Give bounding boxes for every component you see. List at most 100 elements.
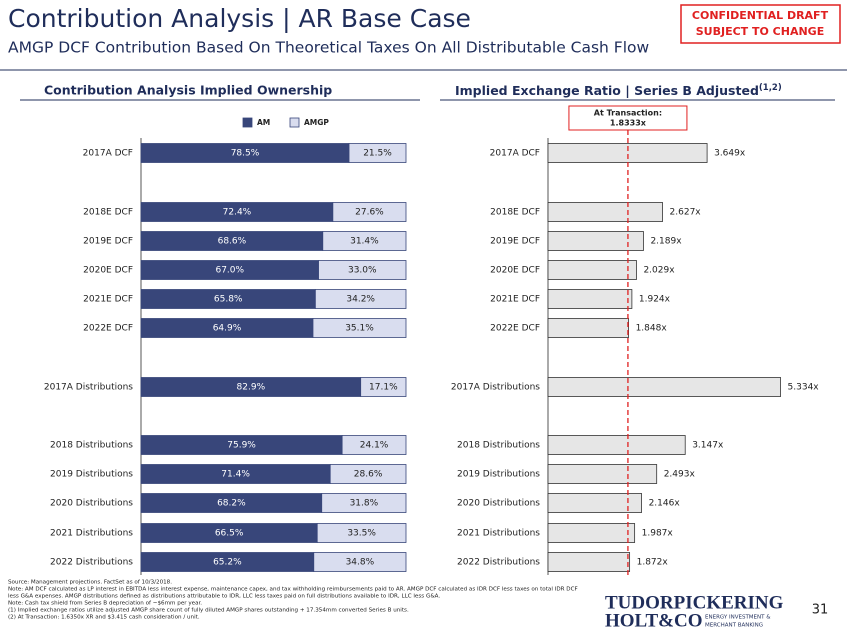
footnote: less G&A expenses. AMGP distributions de… bbox=[8, 594, 440, 600]
category-label: 2017A Distributions bbox=[44, 383, 133, 393]
category-label: 2018E DCF bbox=[490, 208, 540, 218]
bar-value-label: 28.6% bbox=[354, 470, 383, 480]
bar-value-label: 1.987x bbox=[642, 529, 674, 539]
bar-segment bbox=[329, 464, 407, 484]
logo-tag: MERCHANT BANKING bbox=[705, 623, 763, 629]
bar bbox=[547, 552, 631, 572]
chart-title: Implied Exchange Ratio | Series B Adjust… bbox=[455, 83, 782, 98]
bar-segment bbox=[360, 377, 407, 397]
chart-title: Contribution Analysis Implied Ownership bbox=[44, 83, 332, 98]
bar-segment bbox=[332, 202, 407, 222]
category-label: 2022 Distributions bbox=[50, 558, 133, 568]
confidential-text: CONFIDENTIAL DRAFT bbox=[692, 9, 829, 22]
footnote: Note: Cash tax shield from Series B depr… bbox=[8, 601, 202, 607]
footnote: (2) At Transaction: 1.6350x XR and $3.41… bbox=[8, 615, 200, 621]
category-label: 2020E DCF bbox=[83, 266, 133, 276]
bar-value-label: 1.848x bbox=[636, 324, 668, 334]
bar-segment bbox=[318, 260, 407, 280]
bar-value-label: 2.627x bbox=[670, 208, 702, 218]
category-label: 2018 Distributions bbox=[50, 441, 133, 451]
category-label: 2022 Distributions bbox=[457, 558, 540, 568]
bar bbox=[547, 202, 663, 222]
bar-value-label: 82.9% bbox=[237, 383, 266, 393]
page-number: 31 bbox=[812, 603, 829, 618]
chart-title-superscript: (1,2) bbox=[759, 83, 782, 93]
bar-value-label: 2.493x bbox=[664, 470, 696, 480]
bar-value-label: 24.1% bbox=[360, 441, 389, 451]
confidential-text: SUBJECT TO CHANGE bbox=[696, 25, 824, 38]
logo-line: HOLT&CO bbox=[605, 610, 703, 631]
bar-segment bbox=[312, 318, 407, 338]
bar-value-label: 67.0% bbox=[215, 266, 244, 276]
bar-value-label: 33.0% bbox=[348, 266, 377, 276]
bar-segment bbox=[348, 143, 407, 163]
bar-value-label: 3.147x bbox=[692, 441, 724, 451]
category-label: 2020 Distributions bbox=[50, 499, 133, 509]
footnote: Note: AM DCF calculated as LP interest i… bbox=[8, 587, 578, 593]
confidential-box bbox=[680, 4, 841, 44]
bar-value-label: 2.146x bbox=[649, 499, 681, 509]
footnotes: Source: Management projections. FactSet … bbox=[8, 580, 578, 621]
bar bbox=[547, 318, 629, 338]
bar-value-label: 78.5% bbox=[231, 149, 260, 159]
bar bbox=[547, 289, 633, 309]
bar-value-label: 1.924x bbox=[639, 295, 671, 305]
bar-value-label: 3.649x bbox=[714, 149, 746, 159]
bar-value-label: 5.334x bbox=[788, 383, 820, 393]
bar-segment bbox=[313, 552, 407, 572]
bar bbox=[547, 377, 781, 397]
bar-segment bbox=[322, 231, 407, 251]
legend-swatch bbox=[289, 117, 300, 128]
category-label: 2022E DCF bbox=[490, 324, 540, 334]
bar-value-label: 17.1% bbox=[369, 383, 398, 393]
bar-value-label: 33.5% bbox=[347, 529, 376, 539]
legend-label: AMGP bbox=[304, 118, 329, 127]
bar-value-label: 72.4% bbox=[223, 208, 252, 218]
bar-value-label: 64.9% bbox=[213, 324, 242, 334]
bar-value-label: 65.2% bbox=[213, 558, 242, 568]
chart-title-text: Implied Exchange Ratio | Series B Adjust… bbox=[455, 83, 759, 98]
bar-value-label: 35.1% bbox=[345, 324, 374, 334]
category-label: 2020 Distributions bbox=[457, 499, 540, 509]
bar-value-label: 75.9% bbox=[227, 441, 256, 451]
bar bbox=[547, 493, 642, 513]
category-label: 2021 Distributions bbox=[50, 529, 133, 539]
logo-tag: ENERGY INVESTMENT & bbox=[705, 615, 771, 621]
category-label: 2019 Distributions bbox=[50, 470, 133, 480]
bar-segment bbox=[316, 523, 407, 543]
bar-value-label: 21.5% bbox=[363, 149, 392, 159]
category-label: 2020E DCF bbox=[490, 266, 540, 276]
bar-value-label: 2.189x bbox=[650, 237, 682, 247]
category-label: 2017A Distributions bbox=[451, 383, 540, 393]
bar bbox=[547, 231, 644, 251]
bar-value-label: 2.029x bbox=[643, 266, 675, 276]
legend-label: AM bbox=[257, 118, 270, 127]
bar-value-label: 31.8% bbox=[350, 499, 379, 509]
bar bbox=[547, 260, 637, 280]
bar-segment bbox=[314, 289, 407, 309]
footnote: (1) Implied exchange ratios utilize adju… bbox=[8, 608, 409, 614]
category-label: 2017A DCF bbox=[83, 149, 133, 159]
bar-value-label: 71.4% bbox=[221, 470, 250, 480]
category-label: 2019 Distributions bbox=[457, 470, 540, 480]
category-label: 2022E DCF bbox=[83, 324, 133, 334]
slide-title: Contribution Analysis | AR Base Case bbox=[8, 4, 471, 33]
category-label: 2018E DCF bbox=[83, 208, 133, 218]
category-label: 2018 Distributions bbox=[457, 441, 540, 451]
logo-line: TUDORPICKERING bbox=[605, 592, 784, 613]
category-label: 2019E DCF bbox=[83, 237, 133, 247]
annotation-value: 1.8333x bbox=[610, 119, 647, 128]
bar-value-label: 34.8% bbox=[346, 558, 375, 568]
bar bbox=[547, 523, 636, 543]
bar-value-label: 68.2% bbox=[217, 499, 246, 509]
category-label: 2017A DCF bbox=[490, 149, 540, 159]
footnote: Source: Management projections. FactSet … bbox=[8, 580, 172, 586]
bar-value-label: 65.8% bbox=[214, 295, 243, 305]
legend-swatch bbox=[242, 117, 253, 128]
bar bbox=[547, 435, 686, 455]
bar-value-label: 1.872x bbox=[637, 558, 669, 568]
bar-value-label: 31.4% bbox=[350, 237, 379, 247]
bar-segment bbox=[341, 435, 407, 455]
